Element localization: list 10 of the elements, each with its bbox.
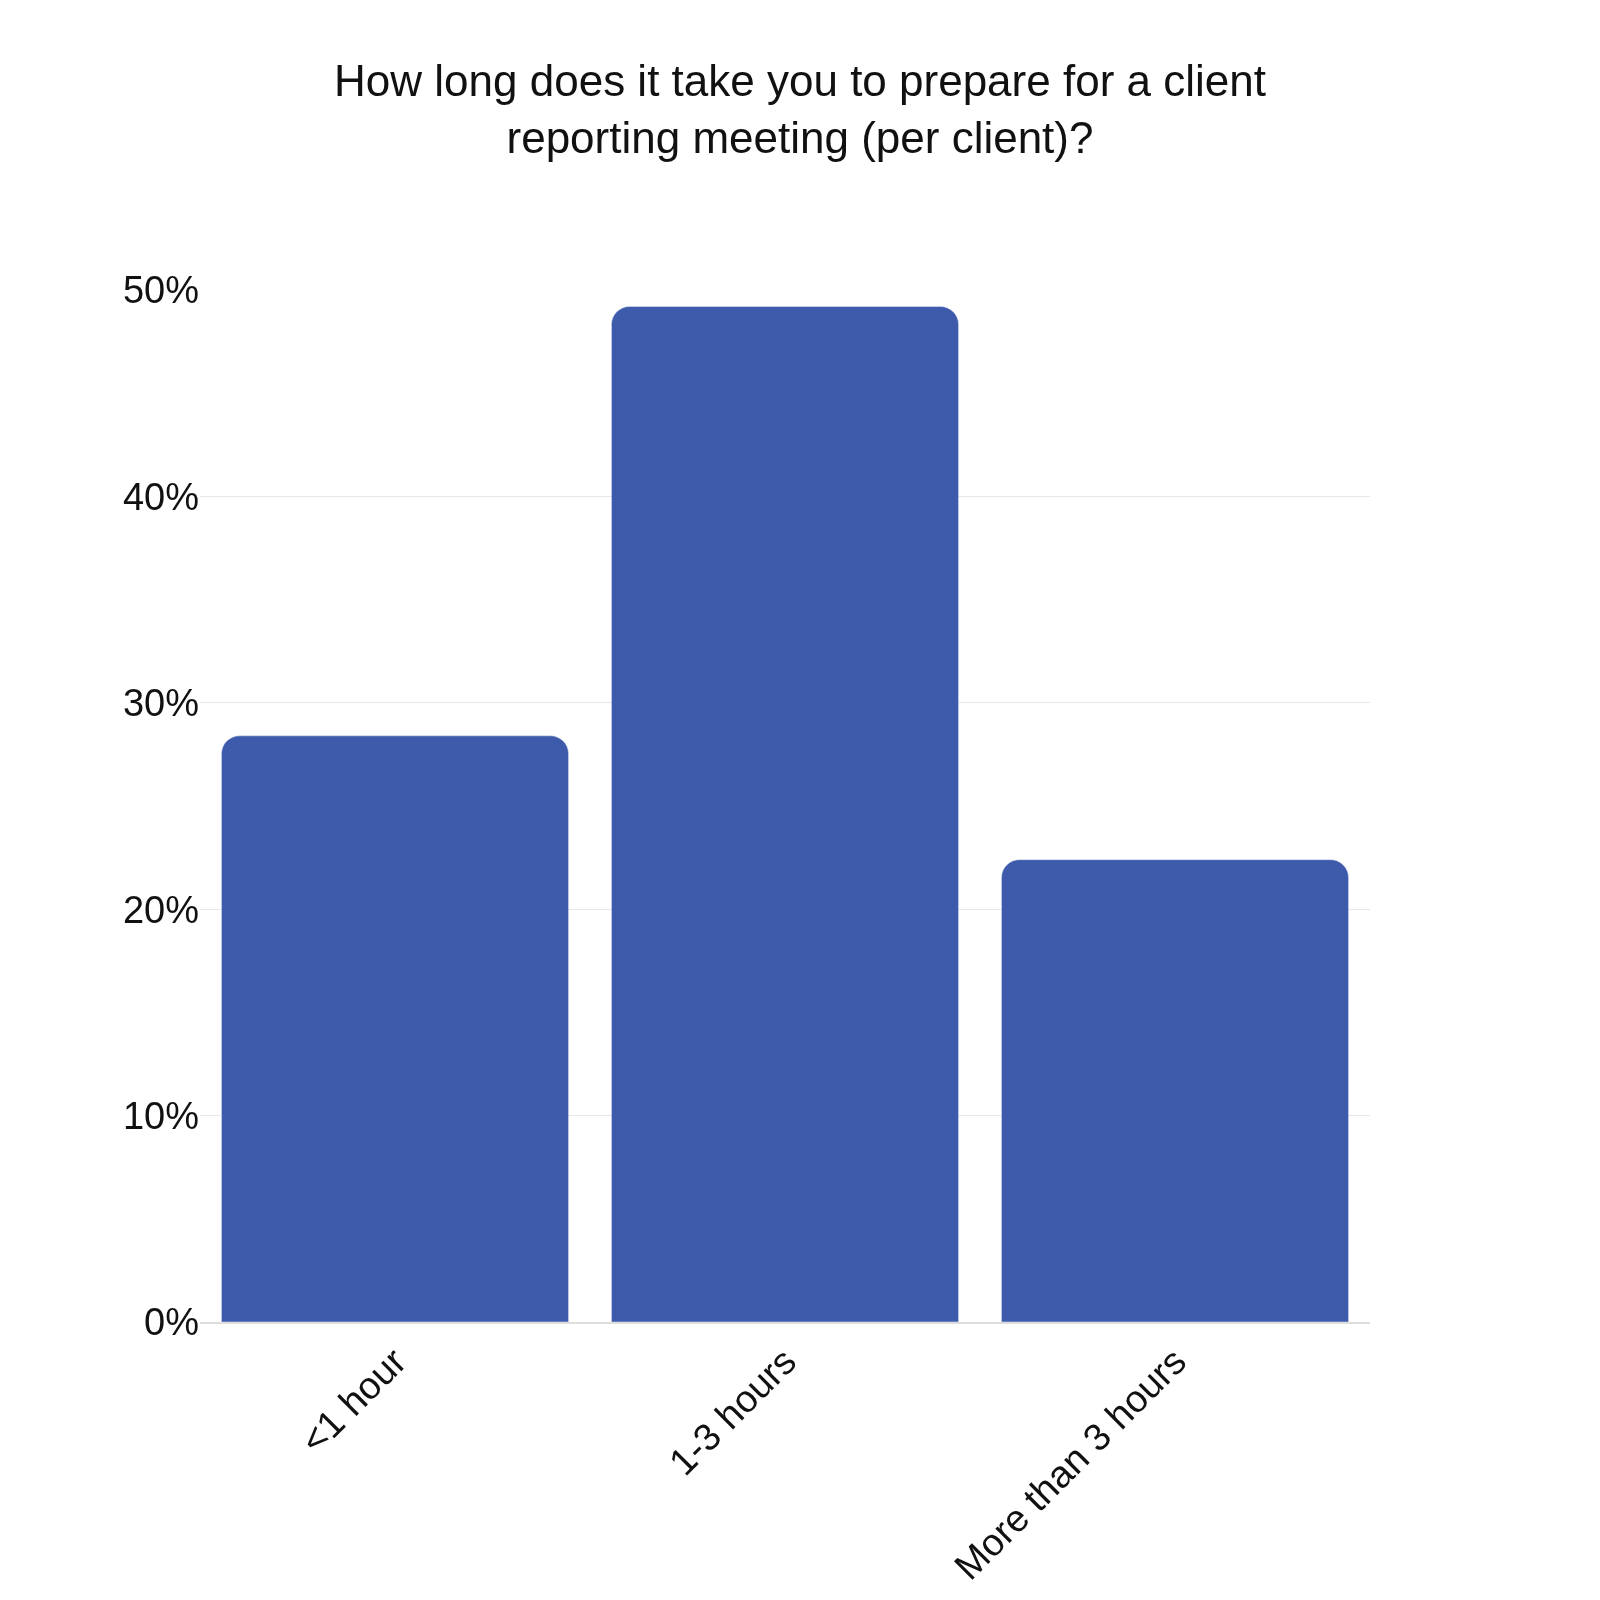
y-tick-label: 40%	[122, 475, 199, 518]
y-tick-label: 0%	[144, 1301, 199, 1344]
bar	[221, 735, 569, 1322]
bar	[611, 306, 959, 1322]
y-tick-label: 20%	[122, 888, 199, 931]
y-tick-label: 10%	[122, 1094, 199, 1137]
bar	[1001, 859, 1349, 1322]
chart-title: How long does it take you to prepare for a client reporting meeting (per client)?	[334, 56, 1266, 163]
y-tick-label: 30%	[122, 682, 199, 725]
y-tick-label: 50%	[122, 269, 199, 312]
